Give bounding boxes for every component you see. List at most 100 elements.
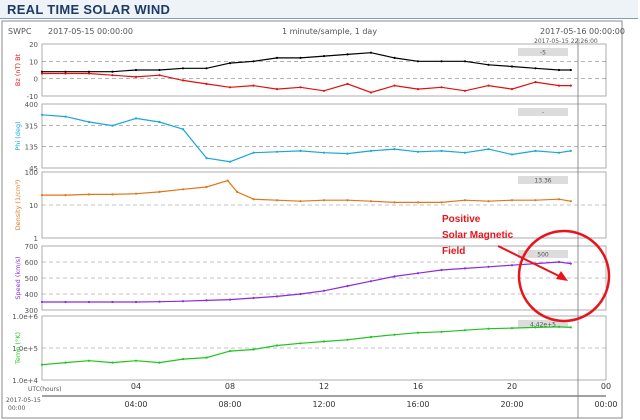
x-axis: 04 04:00 08 08:00 12 12:00 16 16:00 20 20:00 00 00:…: [42, 382, 618, 409]
data-point-density: [226, 179, 229, 182]
readout-box: [518, 320, 568, 328]
data-point-speed: [487, 265, 490, 268]
data-point-bt: [534, 67, 537, 70]
data-point-phi: [487, 148, 490, 151]
data-point-temp: [322, 340, 326, 343]
title-bar: REAL TIME SOLAR WIND: [0, 0, 638, 19]
data-point-phi: [440, 149, 443, 152]
y-tick-label: 100: [25, 169, 38, 177]
y-tick-label: 1.0e+5: [12, 345, 38, 353]
series-bz-line: [42, 72, 571, 94]
data-point-bt: [487, 63, 490, 66]
x-tick-label-top: 12: [319, 382, 329, 391]
data-point-speed: [181, 300, 185, 303]
bottom-date: 2017-05-15: [6, 397, 41, 404]
data-point-density: [40, 194, 44, 197]
data-point-bz: [393, 84, 396, 87]
y-tick-label: 500: [25, 275, 38, 283]
y-axis-label: Phi (deg): [14, 121, 22, 150]
data-point-density: [64, 194, 67, 197]
x-tick-label-top: 20: [507, 382, 517, 391]
data-point-speed: [322, 289, 326, 292]
data-point-speed: [393, 275, 396, 278]
data-point-speed: [228, 298, 232, 301]
data-point-phi: [228, 160, 232, 163]
annotation-arrow: [497, 245, 564, 279]
data-point-bt: [440, 60, 443, 63]
data-point-speed: [158, 300, 161, 303]
data-point-bz: [64, 72, 67, 75]
data-point-density: [557, 198, 561, 201]
data-point-speed: [299, 292, 302, 296]
data-point-density: [181, 188, 185, 191]
readout-box: [518, 250, 568, 258]
x-tick-label-bottom: 00:00: [594, 400, 617, 409]
data-point-bt: [205, 67, 208, 70]
data-point-bt: [463, 60, 467, 63]
data-point-speed: [569, 262, 572, 265]
y-tick-label: 135: [25, 144, 38, 152]
data-point-bz: [275, 88, 279, 91]
data-point-phi: [181, 128, 185, 131]
cursor-time: 2017-05-15 22:26:00: [534, 38, 598, 45]
data-point-bt: [87, 70, 91, 73]
data-point-temp: [205, 356, 208, 359]
y-tick-label: 10: [29, 58, 38, 66]
series-bt-line: [42, 52, 571, 73]
panel-phi: 400 315 135 45 Phi (deg) -: [14, 101, 607, 173]
bottom-time: 00:00: [8, 405, 25, 412]
data-point-speed: [205, 299, 208, 302]
x-unit-label: UTC(hours): [28, 386, 61, 393]
data-point-bt: [158, 68, 161, 72]
data-point-bt: [510, 65, 514, 68]
data-point-phi: [569, 149, 572, 152]
data-point-bz: [557, 84, 561, 87]
data-point-phi: [416, 150, 420, 153]
data-point-speed: [510, 264, 514, 267]
data-point-phi: [111, 124, 114, 127]
panel-bz_bt: 20 10 0 -10 Bz (nT) Bt -5: [14, 41, 607, 101]
data-point-bt: [40, 70, 44, 73]
annotation: Positive Solar Magnetic Field: [442, 214, 611, 323]
data-point-bz: [252, 84, 255, 87]
data-point-density: [252, 198, 255, 201]
data-point-density: [440, 201, 443, 204]
data-point-bt: [299, 56, 302, 60]
data-point-speed: [275, 295, 279, 298]
data-point-bz: [322, 89, 326, 92]
data-point-phi: [205, 157, 208, 160]
panel-border: [41, 43, 607, 97]
data-point-bt: [275, 56, 279, 60]
data-point-phi: [134, 117, 138, 120]
data-point-temp: [534, 326, 537, 329]
data-point-phi: [346, 152, 349, 155]
data-point-bz: [346, 82, 349, 85]
data-point-temp: [181, 358, 185, 361]
y-axis-label: Temp (°K): [14, 332, 22, 365]
y-tick-label: 400: [25, 101, 38, 109]
annotation-line-2: Solar Magnetic: [442, 230, 514, 241]
data-point-temp: [64, 361, 67, 364]
data-point-bt: [252, 60, 255, 63]
y-tick-label: 1.0e+4: [12, 377, 38, 385]
data-point-bz: [228, 86, 232, 89]
y-tick-label: 0: [34, 76, 38, 84]
series-phi-line: [41, 114, 571, 163]
data-point-phi: [393, 148, 396, 151]
data-point-phi: [299, 149, 302, 152]
data-point-bz: [158, 74, 161, 77]
data-point-temp: [369, 335, 373, 339]
data-point-density: [275, 199, 279, 202]
data-point-bz: [510, 88, 514, 91]
y-tick-label: 20: [29, 41, 38, 49]
data-point-bt: [181, 67, 185, 70]
data-point-speed: [134, 300, 138, 304]
y-tick-label: 1: [34, 235, 38, 243]
x-tick-label-top: 00: [601, 382, 611, 391]
data-point-temp: [346, 338, 349, 341]
data-point-phi: [534, 149, 537, 152]
data-point-temp: [416, 331, 420, 334]
x-tick-label-top: 04: [131, 382, 141, 391]
data-point-phi: [275, 150, 279, 153]
